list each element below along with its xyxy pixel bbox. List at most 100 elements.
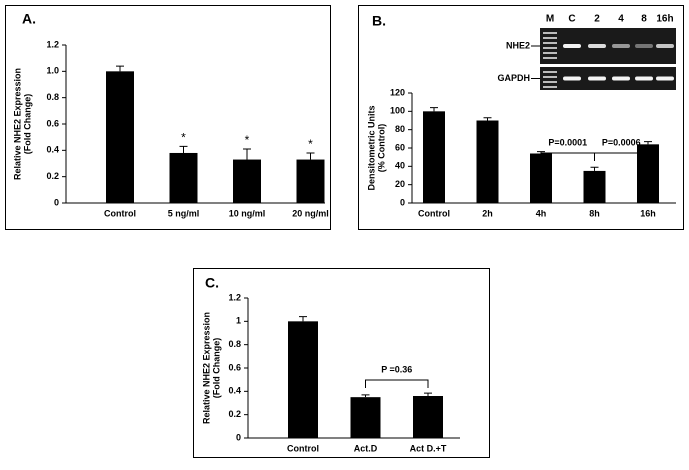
x-tick-label: 2h [482, 208, 493, 218]
y-tick-label: 0.2 [46, 171, 59, 181]
y-tick-label: 120 [390, 87, 405, 97]
panel-frame [5, 5, 331, 230]
gel-ladder-band [543, 57, 557, 59]
significance-marker: * [308, 137, 313, 151]
gel-lane-label: 8 [641, 14, 647, 25]
y-tick-label: 0.4 [228, 386, 241, 396]
gel-ladder-band [543, 42, 557, 44]
comparison-label: P=0.0006 [602, 137, 641, 147]
x-tick-label: 10 ng/ml [229, 208, 266, 218]
y-tick-label: 1 [236, 316, 241, 326]
y-tick-label: 100 [390, 106, 405, 116]
gel-ladder-band [543, 86, 557, 88]
y-tick-label: 0.4 [46, 145, 59, 155]
y-axis-label: Relative NHE2 Expression [12, 68, 22, 180]
gel-ladder-band [543, 52, 557, 54]
gel-band [656, 44, 674, 48]
bar [423, 111, 445, 203]
bar [350, 397, 381, 438]
error-bar [590, 166, 599, 171]
gel-lane-label: 4 [618, 14, 624, 25]
comparison-bracket [365, 379, 429, 388]
panel-frame [193, 268, 490, 458]
y-tick-label: 0.8 [46, 92, 59, 102]
x-tick-label: Control [287, 443, 319, 453]
y-tick-label: 0 [236, 432, 241, 442]
bar [288, 321, 318, 438]
gel-ladder-band [543, 81, 557, 83]
bar [530, 153, 552, 203]
panel-title: A. [22, 11, 36, 27]
error-bar [483, 117, 492, 121]
y-tick-label: 0.6 [46, 118, 59, 128]
bar [169, 152, 198, 203]
bar [106, 71, 134, 203]
gel-ladder-band [543, 32, 557, 34]
y-tick-label: 60 [395, 142, 405, 152]
y-tick-label: 20 [395, 179, 405, 189]
x-tick-label: Act.D [354, 443, 378, 453]
gel-band [612, 44, 630, 48]
y-tick-label: 1.2 [228, 292, 241, 302]
gel-lane-label: M [546, 14, 554, 25]
y-tick-label: 1.2 [46, 39, 59, 49]
comparison-label: P=0.0001 [548, 137, 587, 147]
error-bar [424, 392, 432, 396]
comparison-label: P =0.36 [381, 364, 412, 374]
bar [637, 144, 659, 203]
comparison-bracket [594, 152, 649, 161]
gel-band [635, 44, 653, 48]
gel-band [563, 44, 581, 48]
x-tick-label: 4h [536, 208, 547, 218]
bar [476, 120, 499, 203]
error-bar [361, 394, 370, 398]
gel-band [588, 76, 606, 81]
y-tick-label: 40 [395, 161, 405, 171]
error-bar [299, 316, 307, 322]
y-axis-label: Relative NHE2 Expression [201, 312, 211, 424]
bar [233, 159, 261, 203]
y-tick-label: 0.8 [228, 339, 241, 349]
gel-ladder-band [543, 47, 557, 49]
y-tick-label: 80 [395, 124, 405, 134]
panel-frame [358, 5, 684, 230]
bar [583, 170, 606, 203]
y-axis-label: Densitometric Units [366, 105, 376, 190]
x-tick-label: 8h [589, 208, 600, 218]
gel-image [540, 28, 676, 64]
x-tick-label: 16h [640, 208, 656, 218]
error-bar [116, 65, 124, 72]
y-axis-label: (% Control) [376, 124, 386, 173]
gel-band [588, 44, 606, 48]
x-tick-label: 20 ng/ml [292, 208, 329, 218]
y-tick-label: 1.0 [46, 66, 59, 76]
y-axis-label: (Fold Change) [22, 94, 32, 155]
panel-title: C. [205, 275, 219, 291]
error-bar [243, 148, 251, 160]
gel-lane-label: 16h [656, 14, 673, 25]
error-bar [430, 107, 438, 112]
significance-marker: * [245, 133, 250, 147]
gel-row-label: GAPDH [497, 73, 530, 83]
y-tick-label: 0 [400, 197, 405, 207]
gel-band [563, 76, 581, 81]
gel-band [635, 76, 653, 81]
y-axis-label: (Fold Change) [211, 338, 221, 399]
panel-title: B. [372, 13, 386, 29]
gel-ladder-band [543, 71, 557, 73]
gel-lane-label: C [568, 14, 575, 25]
x-tick-label: Control [104, 208, 136, 218]
gel-band [612, 76, 630, 81]
y-tick-label: 0.6 [228, 362, 241, 372]
gel-image [540, 67, 676, 90]
y-tick-label: 0 [54, 197, 59, 207]
significance-marker: * [181, 131, 186, 145]
error-bar [306, 152, 315, 160]
x-tick-label: Control [418, 208, 450, 218]
gel-band [656, 76, 674, 81]
x-tick-label: 5 ng/ml [168, 208, 200, 218]
gel-row-label: NHE2 [506, 40, 530, 50]
gel-ladder-band [543, 76, 557, 78]
gel-lane-label: 2 [594, 14, 600, 25]
